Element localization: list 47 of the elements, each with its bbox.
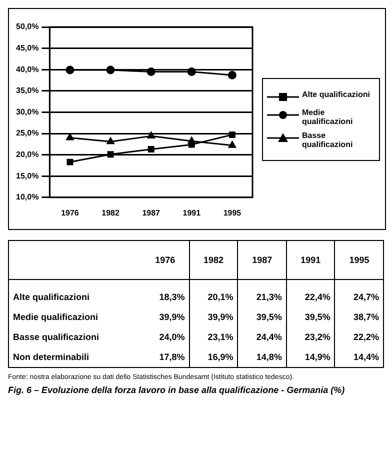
y-tick-label: 25,0% (16, 128, 39, 138)
x-tick-label: 1995 (223, 208, 242, 218)
y-tick-label: 10,0% (16, 192, 39, 202)
data-label: 24,0% (141, 327, 190, 347)
legend-label: Alte qualificazioni (302, 90, 370, 98)
y-tick-label: 50,0% (16, 22, 39, 32)
data-label: 39,5% (238, 307, 286, 327)
category-label: 1987 (238, 240, 286, 280)
data-label: 16,9% (189, 347, 238, 368)
data-label: 23,1% (189, 327, 238, 347)
data-label: 21,3% (238, 280, 286, 307)
data-label: 14,8% (238, 347, 286, 368)
data-label: 24,4% (238, 327, 286, 347)
data-label: 14,4% (334, 347, 384, 368)
legend-label: Basse qualificazioni (302, 130, 354, 148)
data-label: 20,1% (189, 280, 238, 307)
category-label: 1976 (141, 240, 190, 280)
data-label: 39,9% (189, 307, 238, 327)
x-tick-label: 1991 (182, 208, 202, 218)
text: Medie qualificazioni (8, 307, 142, 327)
y-tick-label: 40,0% (16, 64, 39, 74)
data-label: 39,5% (286, 307, 335, 327)
x-tick-label: 1987 (142, 208, 161, 218)
data-label: 38,7% (334, 307, 384, 327)
data-label: 17,8% (141, 347, 190, 368)
data-label: 39,9% (141, 307, 190, 327)
data-label: 14,9% (286, 347, 335, 368)
text: Basse qualificazioni (8, 327, 142, 347)
data-label: 24,7% (334, 280, 384, 307)
x-tick-label: 1982 (102, 208, 120, 218)
text: Alte qualificazioni (8, 280, 142, 307)
legend-label: Medie qualificazioni (302, 108, 354, 126)
y-tick-label: 35,0% (16, 86, 39, 96)
text: Fig. 6 – Evoluzione della forza lavoro in base alla qualificazione - Germania (%) (8, 385, 346, 395)
data-label: 23,2% (286, 327, 335, 347)
y-tick-label: 45,0% (16, 44, 39, 53)
data-label: 18,3% (141, 280, 190, 307)
category-label: 1982 (189, 240, 238, 280)
y-tick-label: 15,0% (16, 171, 39, 180)
text: Non determinabili (8, 347, 142, 368)
data-label: 22,2% (334, 327, 384, 347)
y-tick-label: 20,0% (16, 150, 39, 160)
category-label: 1995 (334, 240, 384, 280)
data-label: 22,4% (286, 280, 335, 307)
category-label: 1991 (286, 240, 335, 280)
x-tick-label: 1976 (61, 208, 80, 218)
y-tick-label: 30,0% (16, 107, 39, 116)
